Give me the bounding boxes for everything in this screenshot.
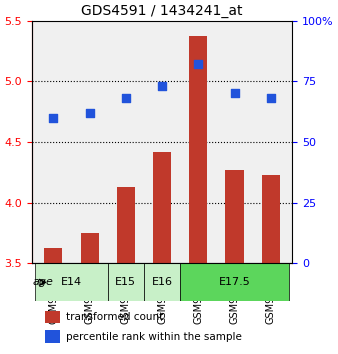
Text: E16: E16 [151, 278, 173, 287]
Text: percentile rank within the sample: percentile rank within the sample [66, 332, 241, 342]
Text: transformed count: transformed count [66, 312, 163, 322]
Point [87, 110, 92, 116]
Point [51, 115, 56, 121]
FancyBboxPatch shape [108, 263, 144, 301]
FancyBboxPatch shape [144, 263, 180, 301]
Bar [117, 187, 135, 263]
Bar [189, 36, 207, 263]
Text: E15: E15 [115, 278, 136, 287]
Bar [225, 170, 244, 263]
Text: E14: E14 [61, 278, 82, 287]
Bar [45, 311, 60, 323]
Point [268, 96, 273, 101]
Point [159, 83, 165, 89]
Bar [153, 152, 171, 263]
Title: GDS4591 / 1434241_at: GDS4591 / 1434241_at [81, 4, 243, 18]
Bar [262, 175, 280, 263]
Text: E17.5: E17.5 [219, 278, 250, 287]
Bar [80, 233, 99, 263]
Text: age: age [32, 278, 53, 287]
FancyBboxPatch shape [180, 263, 289, 301]
Point [232, 91, 237, 96]
Point [196, 62, 201, 67]
Point [123, 96, 128, 101]
Bar [44, 248, 63, 263]
Bar [45, 330, 60, 343]
FancyBboxPatch shape [35, 263, 108, 301]
